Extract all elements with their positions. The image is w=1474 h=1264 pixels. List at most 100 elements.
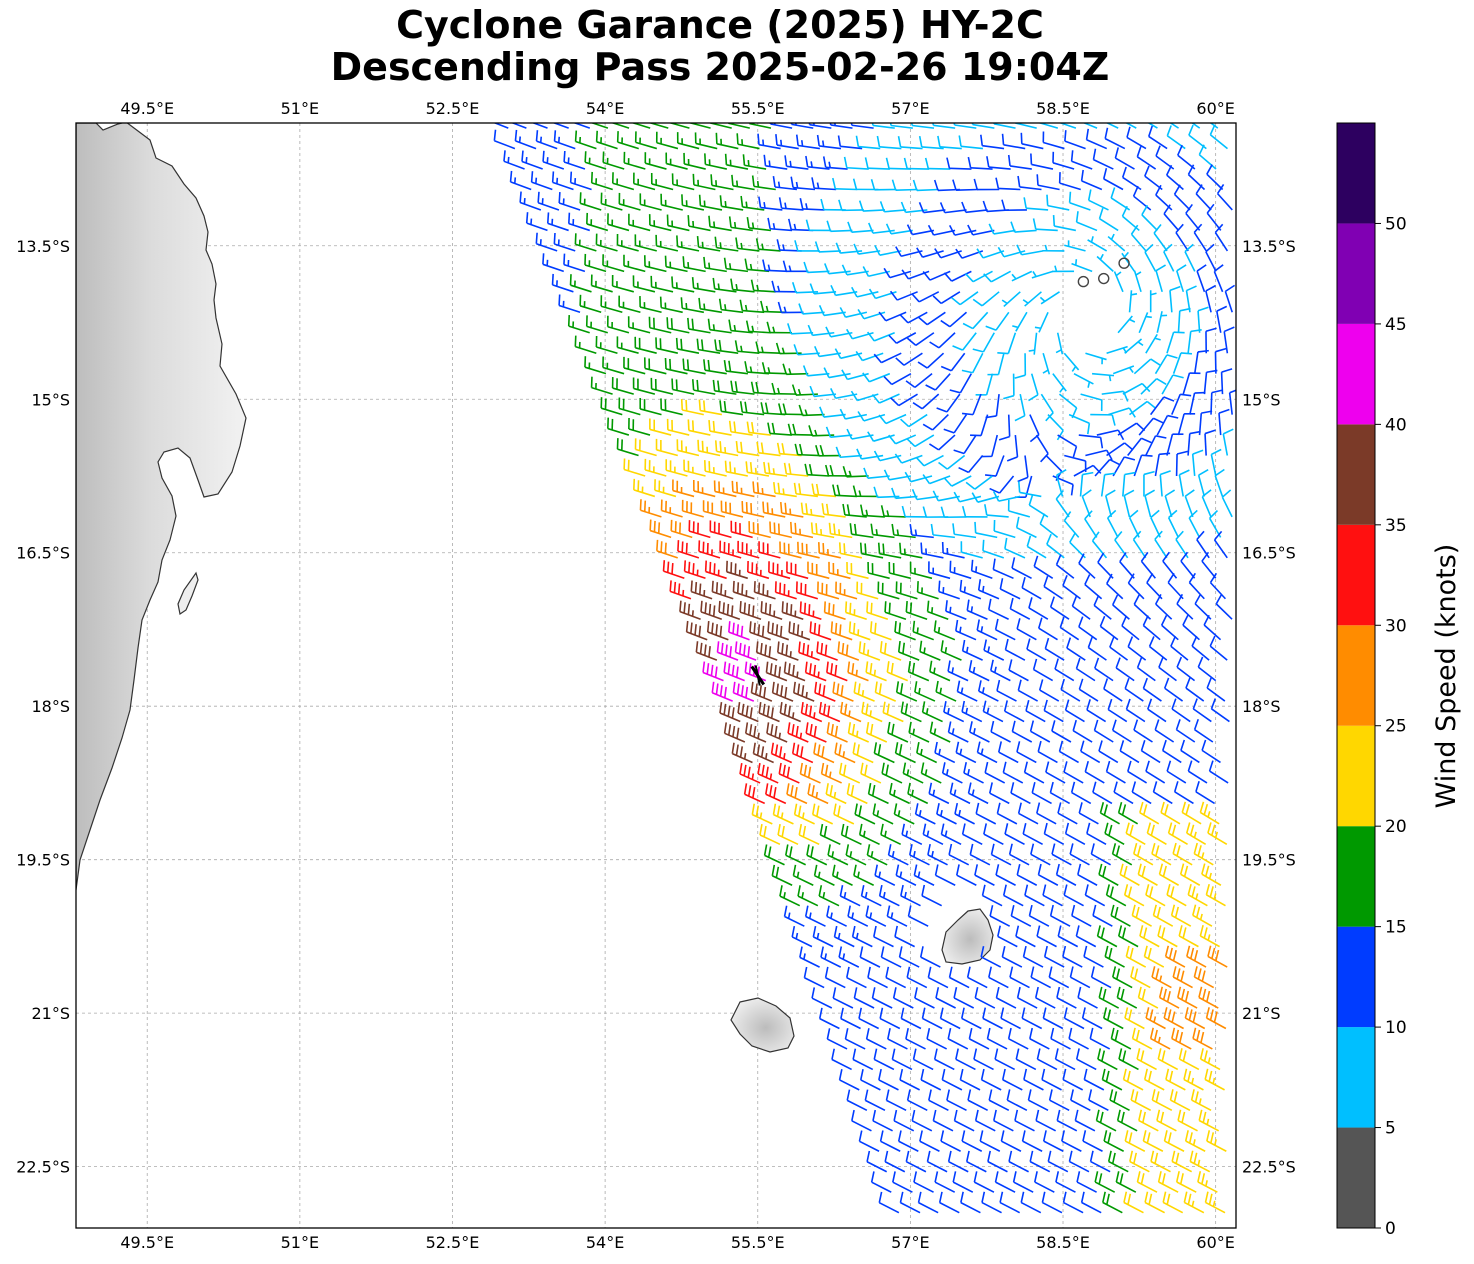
wind-barb [925,373,951,391]
wind-barb [961,352,984,374]
wind-barb [889,123,913,129]
wind-barb [961,505,988,518]
wind-barb [770,742,793,764]
wind-barb [1131,781,1152,805]
wind-barb [784,155,809,170]
wind-barb [680,398,704,416]
wind-barb [1167,509,1180,538]
wind-barb [979,1130,1001,1152]
wind-barb [983,823,1004,846]
wind-barb [987,598,1009,620]
wind-barb [912,1048,934,1071]
wind-barb [682,256,706,273]
wind-barb [1107,233,1126,252]
wind-barb [643,255,667,273]
wind-barb [1056,1109,1078,1132]
wind-barb [1078,553,1096,579]
wind-barb [763,461,788,477]
wind-barb [758,702,780,723]
wind-barb [1039,513,1059,539]
wind-barb [1089,1150,1111,1173]
wind-barb [973,1171,995,1193]
wind-barb [887,1028,908,1050]
wind-barb [838,542,863,559]
wind-barb [1106,509,1119,538]
wind-barb [831,1048,852,1071]
wind-barb [639,193,662,211]
wind-barb [1197,469,1209,497]
wind-barb [1203,369,1218,395]
wind-barb [860,885,882,907]
wind-barb [1010,221,1037,233]
wind-barb [787,323,814,335]
wind-barb [623,356,646,375]
wind-barb [1175,223,1189,252]
wind-barb [734,340,760,355]
wind-barb [1112,966,1133,989]
wind-barb [894,925,915,948]
wind-barb [1145,1007,1166,1030]
wind-barb [955,1048,976,1071]
wind-barb [590,274,613,293]
wind-barb [988,223,1016,235]
wind-barb [878,311,907,322]
wind-barb [959,1068,981,1091]
wind-barb [687,215,711,232]
wind-barb [698,399,723,416]
wind-barb [1192,904,1213,927]
wind-barb [870,1171,892,1193]
wind-barb [1162,551,1178,579]
wind-barb [993,519,1016,539]
wind-barb [800,701,823,723]
wind-barb [546,212,569,232]
wind-barb [843,156,869,170]
lon-tick-label-bottom: 57°E [891,1233,929,1252]
wind-barb [918,202,946,214]
wind-barb [1041,1191,1063,1214]
wind-barb [584,253,607,273]
wind-barb [863,467,890,479]
wind-barb [1093,595,1112,620]
wind-barb [769,123,793,129]
wind-barb [720,500,744,518]
wind-barb [967,782,989,805]
wind-barb [1008,1150,1029,1173]
wind-barb [948,843,970,866]
wind-barb [972,332,995,353]
lat-tick-label-right: 22.5°S [1242,1158,1296,1177]
wind-barb [739,299,765,314]
wind-barb [867,431,895,442]
wind-barb [1026,638,1047,661]
wind-barb [1049,904,1071,927]
wind-barb [932,291,961,305]
wind-barb [1098,986,1120,1009]
wind-barb [1082,1130,1103,1152]
wind-barb [680,297,704,314]
wind-barb [1142,677,1162,702]
wind-barb [881,762,903,784]
wind-barb [639,499,662,518]
wind-barb [936,803,957,825]
wind-barb [859,542,884,559]
wind-barb [1224,284,1236,313]
wind-barb [707,318,732,334]
wind-barb [704,153,728,170]
wind-barb [1063,761,1084,784]
wind-barb [914,987,935,1009]
wind-barb [1145,884,1166,907]
wind-barb [975,802,997,825]
wind-barb [1017,481,1042,498]
wind-barb [730,520,753,539]
wind-barb [703,359,727,375]
wind-barb [914,681,936,702]
wind-barb [1070,1089,1091,1112]
wind-barb [773,482,797,498]
wind-barb [904,471,933,483]
wind-barb [811,987,833,1009]
wind-barb [1026,535,1047,559]
wind-barb [1133,270,1142,293]
wind-barb [809,621,832,641]
wind-barb [889,782,910,805]
wind-barb [929,332,956,349]
wind-barb [1144,243,1157,272]
